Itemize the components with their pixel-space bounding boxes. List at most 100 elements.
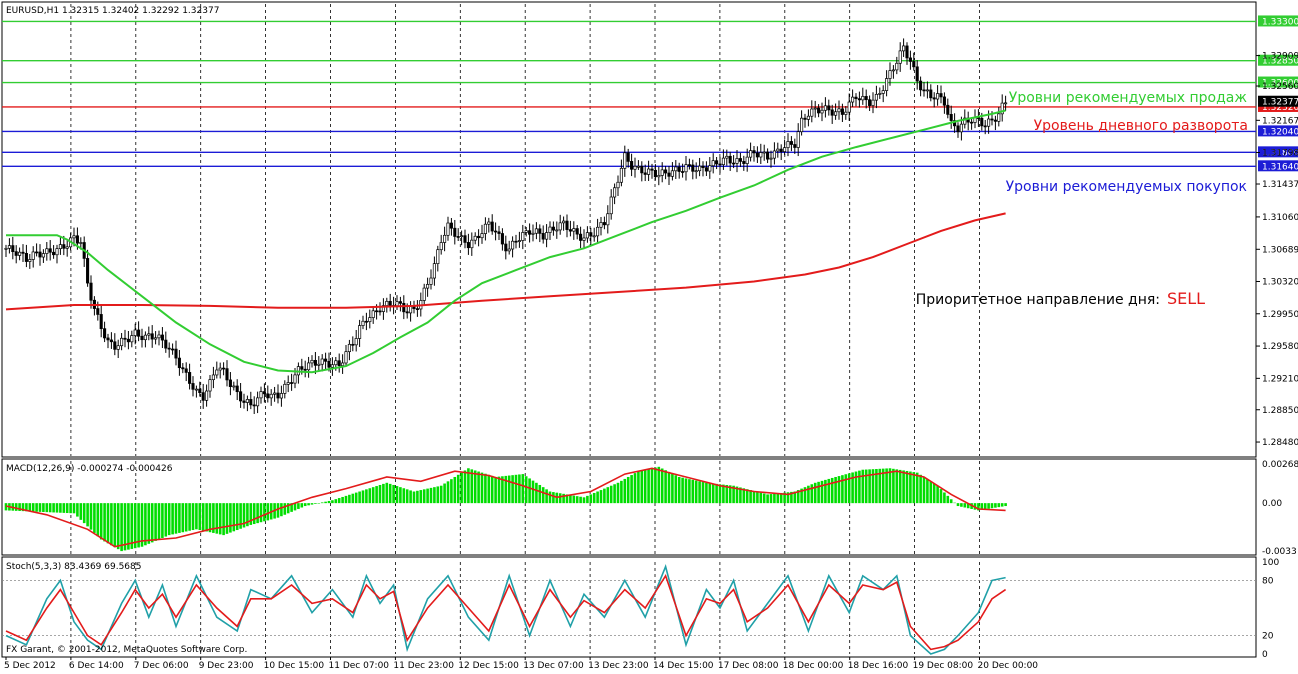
candle-body [477,235,481,239]
macd-histogram-bar [773,493,776,504]
candle-body [58,244,62,250]
macd-y-tick-label: 0.00 [1262,499,1282,509]
candle-body [551,226,555,231]
candle-body [239,391,243,402]
macd-histogram-bar [127,503,130,550]
macd-histogram-bar [137,503,140,548]
macd-histogram-bar [518,474,521,504]
macd-histogram-bar [443,483,446,504]
macd-histogram-bar [99,503,103,540]
candle-body [259,391,263,399]
macd-histogram-bar [297,503,300,509]
macd-histogram-bar [541,487,545,504]
macd-histogram-bar [701,482,705,504]
macd-histogram-bar [830,477,834,504]
candle-body [38,251,42,258]
macd-histogram-bar [477,471,480,504]
candle-body [997,113,1001,122]
candle-body [674,166,678,172]
macd-histogram-bar [494,476,497,504]
x-tick-label: 5 Dec 2012 [4,661,56,671]
macd-histogram-bar [361,490,365,504]
candle-body [75,235,79,244]
y-tick-label: 1.31060 [1262,213,1298,223]
macd-histogram-bar [681,477,684,504]
macd-histogram-bar [72,503,76,514]
candle-body [861,96,865,101]
candle-body [521,232,525,241]
macd-histogram-bar [354,492,358,504]
candle-body [473,235,477,241]
macd-histogram-bar [470,469,474,504]
candle-body [21,251,25,254]
y-tick-label: 1.29950 [1262,310,1298,320]
x-tick-label: 11 Dec 23:00 [393,661,454,671]
candle-body [684,164,688,173]
macd-histogram-bar [246,503,249,527]
macd-histogram-bar [572,495,576,504]
macd-histogram-bar [817,481,820,504]
candle-body [171,348,175,351]
macd-histogram-bar [919,474,922,504]
candle-body [507,248,511,252]
candle-body [572,228,576,232]
macd-histogram-bar [286,503,290,514]
candle-body [143,334,147,341]
macd-histogram-bar [242,503,246,528]
macd-histogram-bar [643,469,647,504]
candle-body [633,165,637,170]
macd-histogram-bar [881,468,885,504]
candle-body [174,348,178,359]
macd-histogram-bar [116,503,120,550]
macd-histogram-bar [120,503,123,552]
macd-histogram-bar [1004,503,1007,507]
candle-body [375,310,379,313]
macd-histogram-bar [698,481,701,504]
macd-histogram-bar [626,476,630,504]
candle-body [235,385,239,393]
moving-averages [5,109,1006,374]
macd-histogram-bar [807,485,810,504]
price-levels [2,20,1256,168]
candle-body [983,125,987,128]
candle-body [840,108,844,115]
macd-histogram-bar [385,482,389,504]
candle-body [490,221,494,232]
candle-body [147,333,151,336]
macd-histogram-bar [592,492,596,504]
candle-body [806,115,810,120]
macd-histogram-bar [1000,503,1004,507]
candle-body [341,362,345,366]
macd-histogram-bar [293,503,297,511]
macd-histogram-bar [987,503,990,509]
candle-body [657,175,661,178]
candle-body [936,93,940,100]
candle-body [698,165,702,172]
x-tick-label: 7 Dec 06:00 [134,661,189,671]
macd-histogram-bar [42,503,45,513]
candle-body [592,235,596,238]
macd-histogram-bar [25,503,28,512]
macd-histogram-bar [89,503,93,530]
y-tick-label: 1.29210 [1262,374,1298,384]
candle-body [619,167,623,183]
candle-body [106,337,110,341]
candle-body [283,383,287,394]
candle-body [378,310,382,313]
macd-histogram-bar [171,503,174,535]
candle-body [24,252,28,262]
candle-body [252,404,256,407]
candle-body [303,368,307,371]
candle-body [1004,102,1008,105]
candle-body [436,249,440,265]
macd-histogram-bar [939,489,943,504]
macd-histogram-bar [450,479,453,504]
macd-histogram-bar [854,471,858,504]
macd-histogram-bar [994,503,997,508]
macd-histogram-bar [487,474,491,504]
macd-histogram-bar [977,503,980,511]
candle-body [290,382,294,384]
macd-histogram-bar [208,503,212,533]
macd-histogram-bar [388,483,392,504]
